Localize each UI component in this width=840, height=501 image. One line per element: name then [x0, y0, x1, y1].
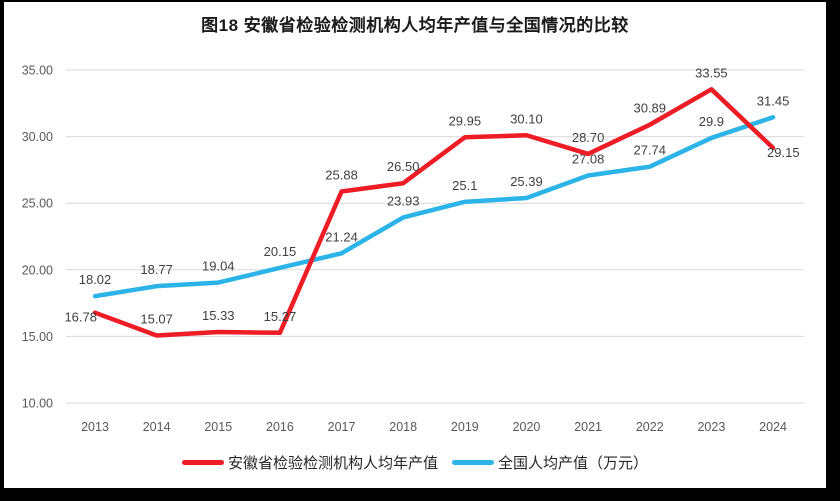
data-label: 15.27 [264, 309, 297, 324]
legend-label-national: 全国人均产值（万元） [498, 455, 649, 472]
data-label: 18.02 [79, 272, 112, 287]
x-axis-tick-label: 2024 [759, 420, 787, 434]
chart-area: 图18 安徽省检验检测机构人均年产值与全国情况的比较 10.00 15.00 20.… [4, 2, 826, 488]
data-label: 19.04 [202, 259, 235, 274]
data-label: 25.1 [452, 178, 477, 193]
x-axis-tick-label: 2023 [697, 420, 725, 434]
data-label: 26.50 [387, 159, 420, 174]
y-axis-tick-label: 15.00 [22, 330, 53, 344]
legend-line-sample-blue [452, 460, 494, 465]
y-axis-tick-label: 20.00 [22, 263, 53, 277]
x-axis-tick-label: 2018 [389, 420, 417, 434]
data-label: 25.39 [510, 174, 543, 189]
data-label: 23.93 [387, 193, 420, 208]
data-label: 29.9 [699, 114, 724, 129]
series-line-anhui [92, 87, 776, 338]
x-axis-tick-label: 2015 [204, 420, 232, 434]
x-axis-tick-label: 2021 [574, 420, 602, 434]
data-label: 18.77 [140, 262, 173, 277]
y-axis-tick-label: 25.00 [22, 197, 53, 211]
data-label: 20.15 [264, 244, 297, 259]
data-label: 15.33 [202, 308, 235, 323]
legend-item-national[interactable]: 全国人均产值（万元） [452, 452, 648, 473]
x-axis-tick-label: 2013 [81, 420, 109, 434]
data-label: 25.88 [325, 167, 358, 182]
legend-item-anhui[interactable]: 安徽省检验检测机构人均年产值 [181, 452, 438, 473]
chart-title: 图18 安徽省检验检测机构人均年产值与全国情况的比较 [201, 16, 629, 35]
data-label: 31.45 [757, 93, 790, 108]
legend-line-sample-red [181, 460, 224, 465]
data-label: 33.55 [695, 65, 728, 80]
data-label: 21.24 [325, 229, 358, 244]
data-label: 27.08 [572, 151, 605, 166]
x-axis-tick-label: 2020 [513, 420, 541, 434]
data-label: 16.78 [64, 310, 97, 325]
x-axis-tick-label: 2017 [328, 420, 356, 434]
x-axis-tick-label: 2016 [266, 420, 294, 434]
chart-legend: 安徽省检验检测机构人均年产值 全国人均产值（万元） [4, 452, 826, 473]
line-chart-plot: 10.00 15.00 20.00 25.00 30.00 35.00 2013 2014 20… [22, 64, 804, 434]
data-label: 29.95 [449, 113, 482, 128]
data-label: 27.74 [633, 143, 666, 158]
series-line-national [92, 115, 776, 299]
data-label: 29.15 [767, 145, 800, 160]
x-axis-tick-label: 2014 [143, 420, 171, 434]
legend-label-anhui: 安徽省检验检测机构人均年产值 [227, 455, 438, 472]
y-axis-tick-label: 10.00 [22, 397, 53, 411]
data-label: 30.89 [633, 101, 666, 116]
x-axis-tick-label: 2019 [451, 420, 479, 434]
y-axis-tick-label: 30.00 [22, 130, 53, 144]
x-axis-tick-label: 2022 [636, 420, 664, 434]
data-label: 28.70 [572, 130, 605, 145]
y-axis-tick-label: 35.00 [22, 64, 53, 78]
data-label: 15.07 [140, 311, 173, 326]
data-label: 30.10 [510, 111, 543, 126]
